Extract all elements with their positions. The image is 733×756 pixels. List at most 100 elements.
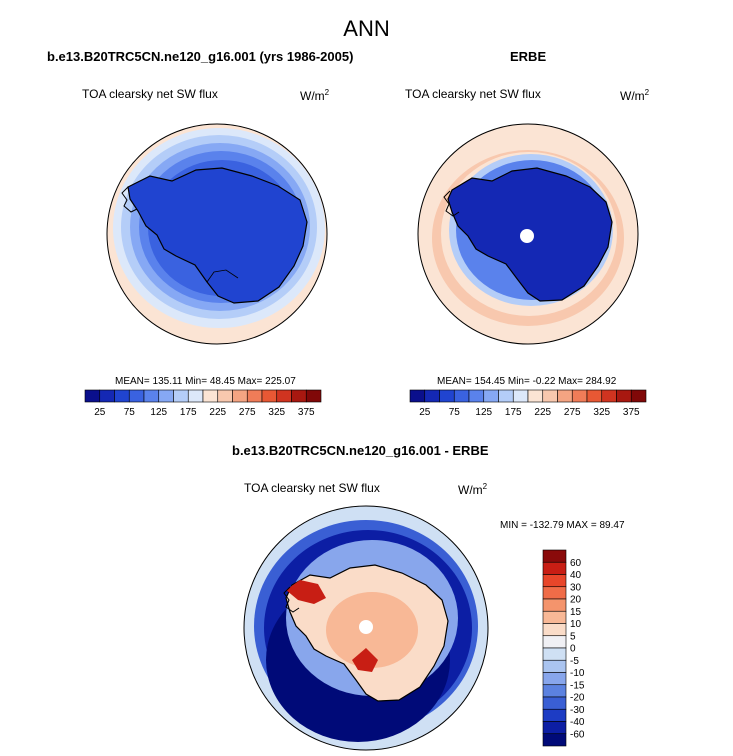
panel2-title: ERBE [510,49,547,64]
panel3-colorbar-swatch [542,610,567,624]
panel2-colorbar-swatch [409,389,426,403]
panel1-stats: MEAN= 135.11 Min= 48.45 Max= 225.07 [115,376,296,387]
p1-antarctica [127,167,308,304]
p1-ross-ice-shelf [206,269,239,283]
panel3-units-exponent: 2 [482,482,488,491]
panel2-colorbar-tick-label: 225 [534,407,551,418]
panel2-colorbar-tick-label: 325 [593,407,610,418]
panel2-colorbar-swatch [601,389,617,403]
panel1-colorbar-tick-label: 275 [239,407,256,418]
panel3-colorbar-tick-label: -10 [570,668,585,679]
panel1-colorbar-tick-label: 225 [209,407,226,418]
panel3-units: W/m2 [458,482,487,497]
panel3-variable-label: TOA clearsky net SW flux [244,481,380,495]
panel3-map-border [243,505,489,751]
panel3-colorbar-tick-label: 0 [570,644,576,655]
panel3-colorbar-swatch [542,623,567,637]
panel1-colorbar-tick-label: 125 [150,407,167,418]
panel3-colorbar-swatch [542,733,567,747]
panel3-colorbar-swatch [542,586,567,600]
panel3-colorbar-swatch [542,684,567,698]
panel2-colorbar-tick-label: 75 [449,407,461,418]
p3-antarctic-peninsula [283,586,300,613]
figure-title: ANN [343,16,390,41]
panel1-colorbar-tick-label: 325 [268,407,285,418]
panel1-colorbar-tick-label: 175 [180,407,197,418]
panel1-colorbar-swatch [232,389,248,403]
panel3-colorbar-swatch [542,696,567,710]
p1-antarctic-peninsula [121,186,138,213]
panel2-colorbar-swatch [498,389,514,403]
panel1-variable-label: TOA clearsky net SW flux [82,87,218,101]
panel3-colorbar-swatch [542,721,567,735]
panel3-colorbar-tick-label: 20 [570,595,582,606]
panel1-map-border [106,123,328,345]
panel2-colorbar-tick-label: 25 [419,407,431,418]
panel1-colorbar-swatch [158,389,174,403]
panel2-stats: MEAN= 154.45 Min= -0.22 Max= 284.92 [437,376,617,387]
p3-ross-positive [352,648,378,672]
panel3-colorbar-tick-label: -30 [570,705,585,716]
panel1-colorbar-swatch [202,389,219,403]
panel1-colorbar-tick-label: 75 [124,407,136,418]
panel3-units-base: W/m [458,483,483,497]
panel1-colorbar-swatch [305,389,322,403]
panel2-variable-label: TOA clearsky net SW flux [405,87,541,101]
panel3-colorbar-swatch [542,561,567,575]
panel1-colorbar-swatch [99,389,115,403]
panel2-map-border [417,123,639,345]
p3-peninsula-positive [286,580,326,604]
panel3-colorbar-tick-label: 60 [570,558,582,569]
panel1-colorbar-swatch [173,389,189,403]
p2-missing-data-pole [520,229,534,243]
panel2-colorbar-tick-label: 275 [564,407,581,418]
panel2-colorbar-swatch [586,389,603,403]
panel1-colorbar-swatch [84,389,101,403]
panel2-colorbar-swatch [512,389,529,403]
panel3-colorbar-tick-label: 15 [570,607,582,618]
panel3-title: b.e13.B20TRC5CN.ne120_g16.001 - ERBE [232,443,489,458]
panel2-colorbar-swatch [571,389,588,403]
panel2-colorbar: 25 75 125 175 225 275 325 375 [409,389,647,418]
panel2-colorbar-swatch [439,389,455,403]
panel3-colorbar-tick-label: -20 [570,693,585,704]
panel3-colorbar-swatch [542,574,567,588]
panel1-colorbar-swatch [128,389,145,403]
panel2-polar-map [418,124,638,344]
panel1-colorbar: 25 75 125 175 225 275 325 375 [84,389,322,418]
panel2-colorbar-tick-label: 175 [505,407,522,418]
panel1-colorbar-tick-label: 375 [298,407,315,418]
panel2-units-exponent: 2 [644,88,650,97]
panel1-colorbar-swatch [114,389,130,403]
panel1-colorbar-swatch [187,389,204,403]
panel2-colorbar-swatch [468,389,485,403]
panel3-colorbar-tick-label: 5 [570,631,576,642]
panel3-colorbar-swatch [542,708,567,722]
panel3-colorbar-tick-label: -15 [570,680,585,691]
panel3-stats: MIN = -132.79 MAX = 89.47 [500,520,625,531]
panel2-colorbar-swatch [557,389,573,403]
panel2-colorbar-swatch [542,389,558,403]
panel3-colorbar-tick-label: 30 [570,582,582,593]
panel3-colorbar-tick-label: 40 [570,570,582,581]
panel1-title: b.e13.B20TRC5CN.ne120_g16.001 (yrs 1986-… [47,49,354,64]
panel2-units: W/m2 [620,88,649,103]
panel1-polar-map [107,124,327,344]
panel1-units: W/m2 [300,88,329,103]
panel1-colorbar-swatch [217,389,233,403]
panel2-colorbar-swatch [527,389,544,403]
panel3-colorbar-tick-label: 10 [570,619,582,630]
panel2-colorbar-swatch [630,389,647,403]
panel3-colorbar-swatch [542,672,567,686]
panel1-colorbar-swatch [276,389,292,403]
panel1-colorbar-tick-label: 25 [94,407,106,418]
panel1-units-base: W/m [300,89,325,103]
panel2-colorbar-tick-label: 125 [475,407,492,418]
panel1-colorbar-swatch [143,389,160,403]
panel1-colorbar-swatch [246,389,263,403]
panel3-colorbar-swatch [542,635,567,649]
panel2-colorbar-swatch [616,389,632,403]
p3-missing-data-pole [359,620,373,634]
